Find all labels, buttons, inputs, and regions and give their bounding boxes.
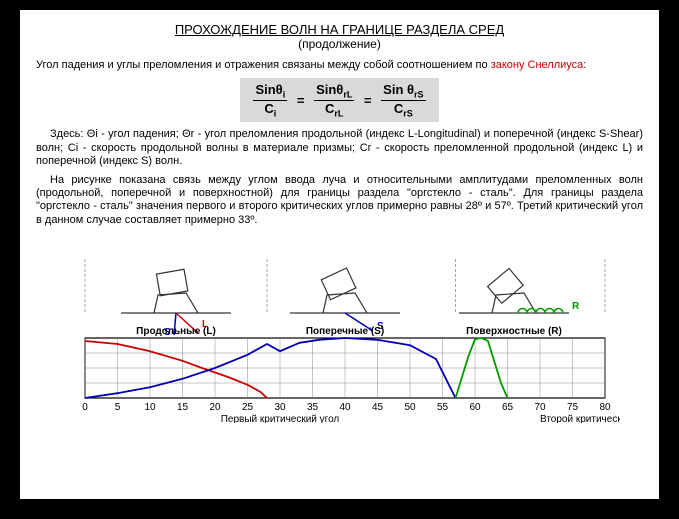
equals-2: = xyxy=(364,93,372,108)
num1: Sinθ xyxy=(255,82,282,97)
page-title: ПРОХОЖДЕНИЕ ВОЛН НА ГРАНИЦЕ РАЗДЕЛА СРЕД xyxy=(36,22,643,37)
num2: Sinθ xyxy=(316,82,343,97)
figure-paragraph: На рисунке показана связь между углом вв… xyxy=(36,174,643,227)
svg-text:75: 75 xyxy=(566,402,578,413)
svg-text:25: 25 xyxy=(241,402,253,413)
den2: C xyxy=(325,101,334,116)
svg-text:Второй критический угол: Второй критический угол xyxy=(540,414,620,423)
svg-text:R: R xyxy=(572,301,580,312)
dsub2: rL xyxy=(334,108,343,118)
formula-block: Sinθi Ci = SinθrL CrL = Sin θrS CrS xyxy=(36,78,643,122)
intro-text-a: Угол падения и углы преломления и отраже… xyxy=(36,59,491,71)
svg-text:30: 30 xyxy=(274,402,286,413)
sub3: rS xyxy=(414,90,424,100)
svg-text:40: 40 xyxy=(339,402,351,413)
slide-page: ПРОХОЖДЕНИЕ ВОЛН НА ГРАНИЦЕ РАЗДЕЛА СРЕД… xyxy=(20,10,659,499)
svg-text:Поперечные (S): Поперечные (S) xyxy=(305,326,383,337)
sub2: rL xyxy=(343,90,352,100)
svg-text:60: 60 xyxy=(469,402,481,413)
dsub1: i xyxy=(274,108,277,118)
svg-text:Поверхностные (R): Поверхностные (R) xyxy=(466,326,562,337)
num3: Sin θ xyxy=(383,82,414,97)
frac-1: Sinθi Ci xyxy=(253,82,287,118)
den3: C xyxy=(394,101,403,116)
svg-text:5: 5 xyxy=(114,402,120,413)
svg-text:65: 65 xyxy=(501,402,513,413)
svg-text:Продольные (L): Продольные (L) xyxy=(136,326,216,337)
dsub3: rS xyxy=(403,108,413,118)
svg-text:0: 0 xyxy=(82,402,88,413)
svg-text:55: 55 xyxy=(436,402,448,413)
snell-law-name: закону Снеллиуса xyxy=(491,59,584,71)
intro-text-b: : xyxy=(583,59,586,71)
svg-text:45: 45 xyxy=(371,402,383,413)
frac-3: Sin θrS CrS xyxy=(381,82,425,118)
svg-text:10: 10 xyxy=(144,402,156,413)
svg-text:20: 20 xyxy=(209,402,221,413)
svg-text:50: 50 xyxy=(404,402,416,413)
snell-formula: Sinθi Ci = SinθrL CrL = Sin θrS CrS xyxy=(240,78,438,122)
frac-2: SinθrL CrL xyxy=(314,82,354,118)
svg-text:15: 15 xyxy=(176,402,188,413)
den1: C xyxy=(264,101,273,116)
svg-text:70: 70 xyxy=(534,402,546,413)
svg-text:35: 35 xyxy=(306,402,318,413)
svg-text:Первый критический угол: Первый критический угол xyxy=(220,414,339,423)
figure-svg: 0 5 10 15 20 25 30 35 40 45 50 55 60 65 70 75 80 Первый к… xyxy=(60,233,620,423)
svg-text:80: 80 xyxy=(599,402,611,413)
equals-1: = xyxy=(297,93,305,108)
figure: 0 5 10 15 20 25 30 35 40 45 50 55 60 65 70 75 80 Первый к… xyxy=(36,233,643,423)
page-subtitle: (продолжение) xyxy=(36,37,643,51)
definitions-paragraph: Здесь: Θi - угол падения; Θr - угол прел… xyxy=(36,128,643,168)
intro-paragraph: Угол падения и углы преломления и отраже… xyxy=(36,59,643,72)
sub1: i xyxy=(283,90,286,100)
